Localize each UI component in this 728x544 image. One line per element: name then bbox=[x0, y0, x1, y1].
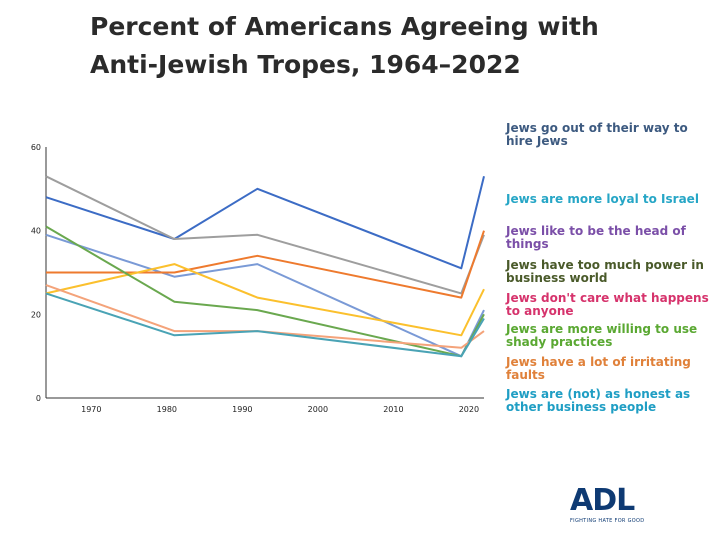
series-line-8 bbox=[45, 292, 485, 358]
x-tick-label: 1970 bbox=[81, 405, 101, 414]
chart-title: Percent of Americans Agreeing with Anti-… bbox=[90, 12, 599, 79]
y-tick-label: 40 bbox=[31, 227, 41, 236]
y-tick-label: 0 bbox=[36, 394, 41, 403]
legend-entry-honest: Jews are (not) as honest as other busine… bbox=[506, 387, 691, 414]
series-line-2 bbox=[45, 175, 485, 295]
x-tick-label: 1990 bbox=[232, 405, 252, 414]
chart-tick-labels: 0 20 40 60 1970 1980 1990 2000 2010 2020 bbox=[31, 143, 479, 414]
series-line-1 bbox=[45, 176, 485, 270]
x-tick-label: 2020 bbox=[459, 405, 479, 414]
legend-entry-power: Jews have too much power in business wor… bbox=[506, 258, 704, 285]
legend-entry-head: Jews like to be the head of things bbox=[506, 224, 686, 251]
logo-wordmark: ADL bbox=[570, 483, 635, 518]
chart-series bbox=[45, 175, 485, 358]
x-tick-label: 2000 bbox=[308, 405, 328, 414]
series-line-7 bbox=[45, 284, 485, 349]
series-line-3 bbox=[45, 233, 485, 358]
line-chart: 0 20 40 60 1970 1980 1990 2000 2010 2020 bbox=[31, 143, 485, 414]
series-line-4 bbox=[46, 230, 485, 299]
logo-tagline: FIGHTING HATE FOR GOOD bbox=[570, 518, 645, 524]
y-tick-label: 20 bbox=[31, 310, 41, 319]
adl-logo: ADL FIGHTING HATE FOR GOOD bbox=[570, 486, 662, 530]
series-line-5 bbox=[45, 263, 485, 337]
legend-entry-hire: Jews go out of their way to hire Jews bbox=[506, 121, 688, 148]
legend-entry-shady: Jews are more willing to use shady pract… bbox=[506, 322, 698, 349]
y-tick-label: 60 bbox=[31, 143, 41, 152]
legend-entry-loyal: Jews are more loyal to Israel bbox=[506, 192, 699, 206]
x-tick-label: 1980 bbox=[157, 405, 177, 414]
legend-entry-dont-care: Jews don't care what happens to anyone bbox=[506, 291, 709, 318]
legend-entry-faults: Jews have a lot of irritating faults bbox=[506, 355, 691, 382]
x-tick-label: 2010 bbox=[383, 405, 403, 414]
